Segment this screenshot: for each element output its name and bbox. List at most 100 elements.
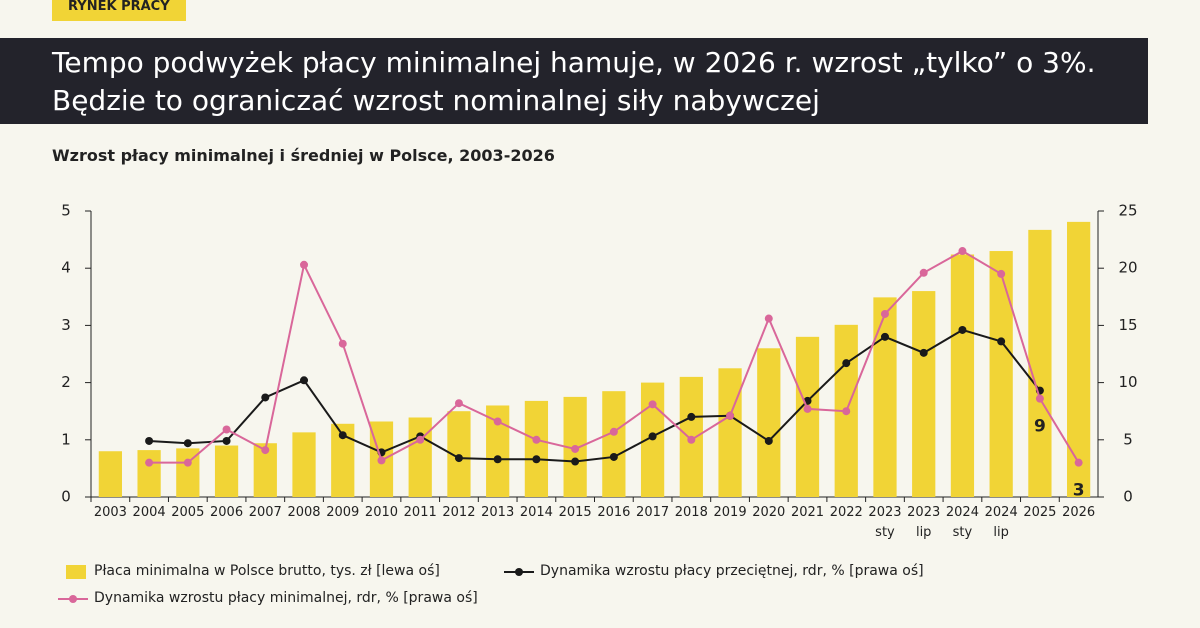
legend-label: Płaca minimalna w Polsce brutto, tys. zł… <box>94 563 440 579</box>
bar <box>1028 229 1052 497</box>
y2-tick-label: 0 <box>1123 488 1133 506</box>
x-tick-label: 2014 <box>519 505 553 520</box>
point <box>222 436 231 445</box>
point <box>842 407 851 416</box>
bar <box>447 411 471 497</box>
legend-label: Dynamika wzrostu płacy minimalnej, rdr, … <box>94 590 478 606</box>
x-tick-label: 2011 <box>403 505 437 520</box>
bar <box>1067 221 1091 498</box>
x-tick-label: 2017 <box>636 505 670 520</box>
point <box>726 411 735 420</box>
point <box>571 457 580 466</box>
y-tick-label: 2 <box>61 373 71 391</box>
point <box>338 339 347 348</box>
point <box>648 400 657 409</box>
bar <box>137 450 161 497</box>
point <box>958 325 967 334</box>
point <box>958 247 967 256</box>
x-tick-label: 2003 <box>93 505 127 520</box>
point <box>145 458 154 467</box>
x-tick-label: 2004 <box>132 505 166 520</box>
bar <box>331 423 355 497</box>
x-tick-label: 2008 <box>287 505 321 520</box>
point <box>764 436 773 445</box>
point <box>571 444 580 453</box>
point <box>222 425 231 434</box>
x-tick-label: 2021 <box>790 505 825 520</box>
y-tick-label: 3 <box>61 316 71 334</box>
point <box>609 427 618 436</box>
point <box>880 309 889 318</box>
x-tick-label: 2006 <box>210 505 244 520</box>
y2-tick-label: 10 <box>1118 373 1137 391</box>
x-tick-label: 2016 <box>597 505 631 520</box>
point <box>300 376 309 385</box>
point <box>803 404 812 413</box>
x-tick-label: 2024 sty <box>945 505 979 540</box>
y2-tick-label: 15 <box>1118 316 1137 334</box>
legend-swatch <box>66 565 86 579</box>
bar <box>950 254 975 497</box>
x-tick-label: 2019 <box>713 505 747 520</box>
point <box>880 332 889 341</box>
point <box>532 455 541 464</box>
x-tick-label: 2007 <box>248 505 282 520</box>
x-tick-label: 2022 <box>829 505 863 520</box>
point <box>609 452 618 461</box>
x-tick-label: 2025 <box>1023 505 1057 520</box>
bar <box>408 417 432 497</box>
y-tick-label: 5 <box>61 202 71 220</box>
point <box>648 432 657 441</box>
point <box>687 435 696 444</box>
bar <box>989 251 1013 497</box>
point <box>416 435 425 444</box>
x-tick-label: 2023 lip <box>907 505 941 540</box>
chart-title: Wzrost płacy minimalnej i średniej w Pol… <box>52 146 555 165</box>
x-tick-label: 2009 <box>326 505 360 520</box>
legend-swatch <box>69 595 77 603</box>
line <box>149 328 1041 463</box>
point <box>997 269 1006 278</box>
point <box>454 399 463 408</box>
point <box>183 439 192 448</box>
data-label: 9 <box>1034 417 1046 437</box>
point <box>532 435 541 444</box>
point <box>1035 394 1044 403</box>
x-tick-label: 2010 <box>364 505 399 520</box>
x-tick-label: 2012 <box>442 505 476 520</box>
bar <box>912 291 936 497</box>
x-tick-label: 2013 <box>481 505 515 520</box>
x-tick-label: 2026 <box>1062 505 1096 520</box>
headline-band <box>0 38 1148 124</box>
bar <box>873 297 897 497</box>
point <box>919 348 928 357</box>
bar <box>98 451 122 497</box>
point <box>1074 458 1083 467</box>
x-tick-label: 2023 sty <box>868 505 902 540</box>
x-tick-label: 2018 <box>674 505 708 520</box>
point <box>145 436 154 445</box>
point <box>377 456 386 465</box>
bar <box>718 368 742 497</box>
point <box>300 260 309 269</box>
x-tick-label: 2024 lip <box>984 505 1018 540</box>
bar <box>795 336 820 497</box>
legend-label: Dynamika wzrostu płacy przeciętnej, rdr,… <box>540 563 924 579</box>
point <box>919 268 928 277</box>
point <box>493 455 502 464</box>
point <box>764 314 773 323</box>
y-tick-label: 4 <box>61 259 71 277</box>
bar <box>602 391 626 497</box>
x-tick-label: 2015 <box>558 505 592 520</box>
bar <box>757 348 781 497</box>
y-tick-label: 0 <box>61 488 71 506</box>
section-tag: RYNEK PRACY <box>52 0 186 21</box>
y2-tick-label: 25 <box>1118 202 1137 220</box>
headline: Tempo podwyżek płacy minimalnej hamuje, … <box>52 46 1096 117</box>
bar <box>524 400 549 497</box>
bar <box>292 432 316 497</box>
y2-tick-label: 5 <box>1123 430 1133 448</box>
point <box>493 417 502 426</box>
point <box>687 412 696 421</box>
